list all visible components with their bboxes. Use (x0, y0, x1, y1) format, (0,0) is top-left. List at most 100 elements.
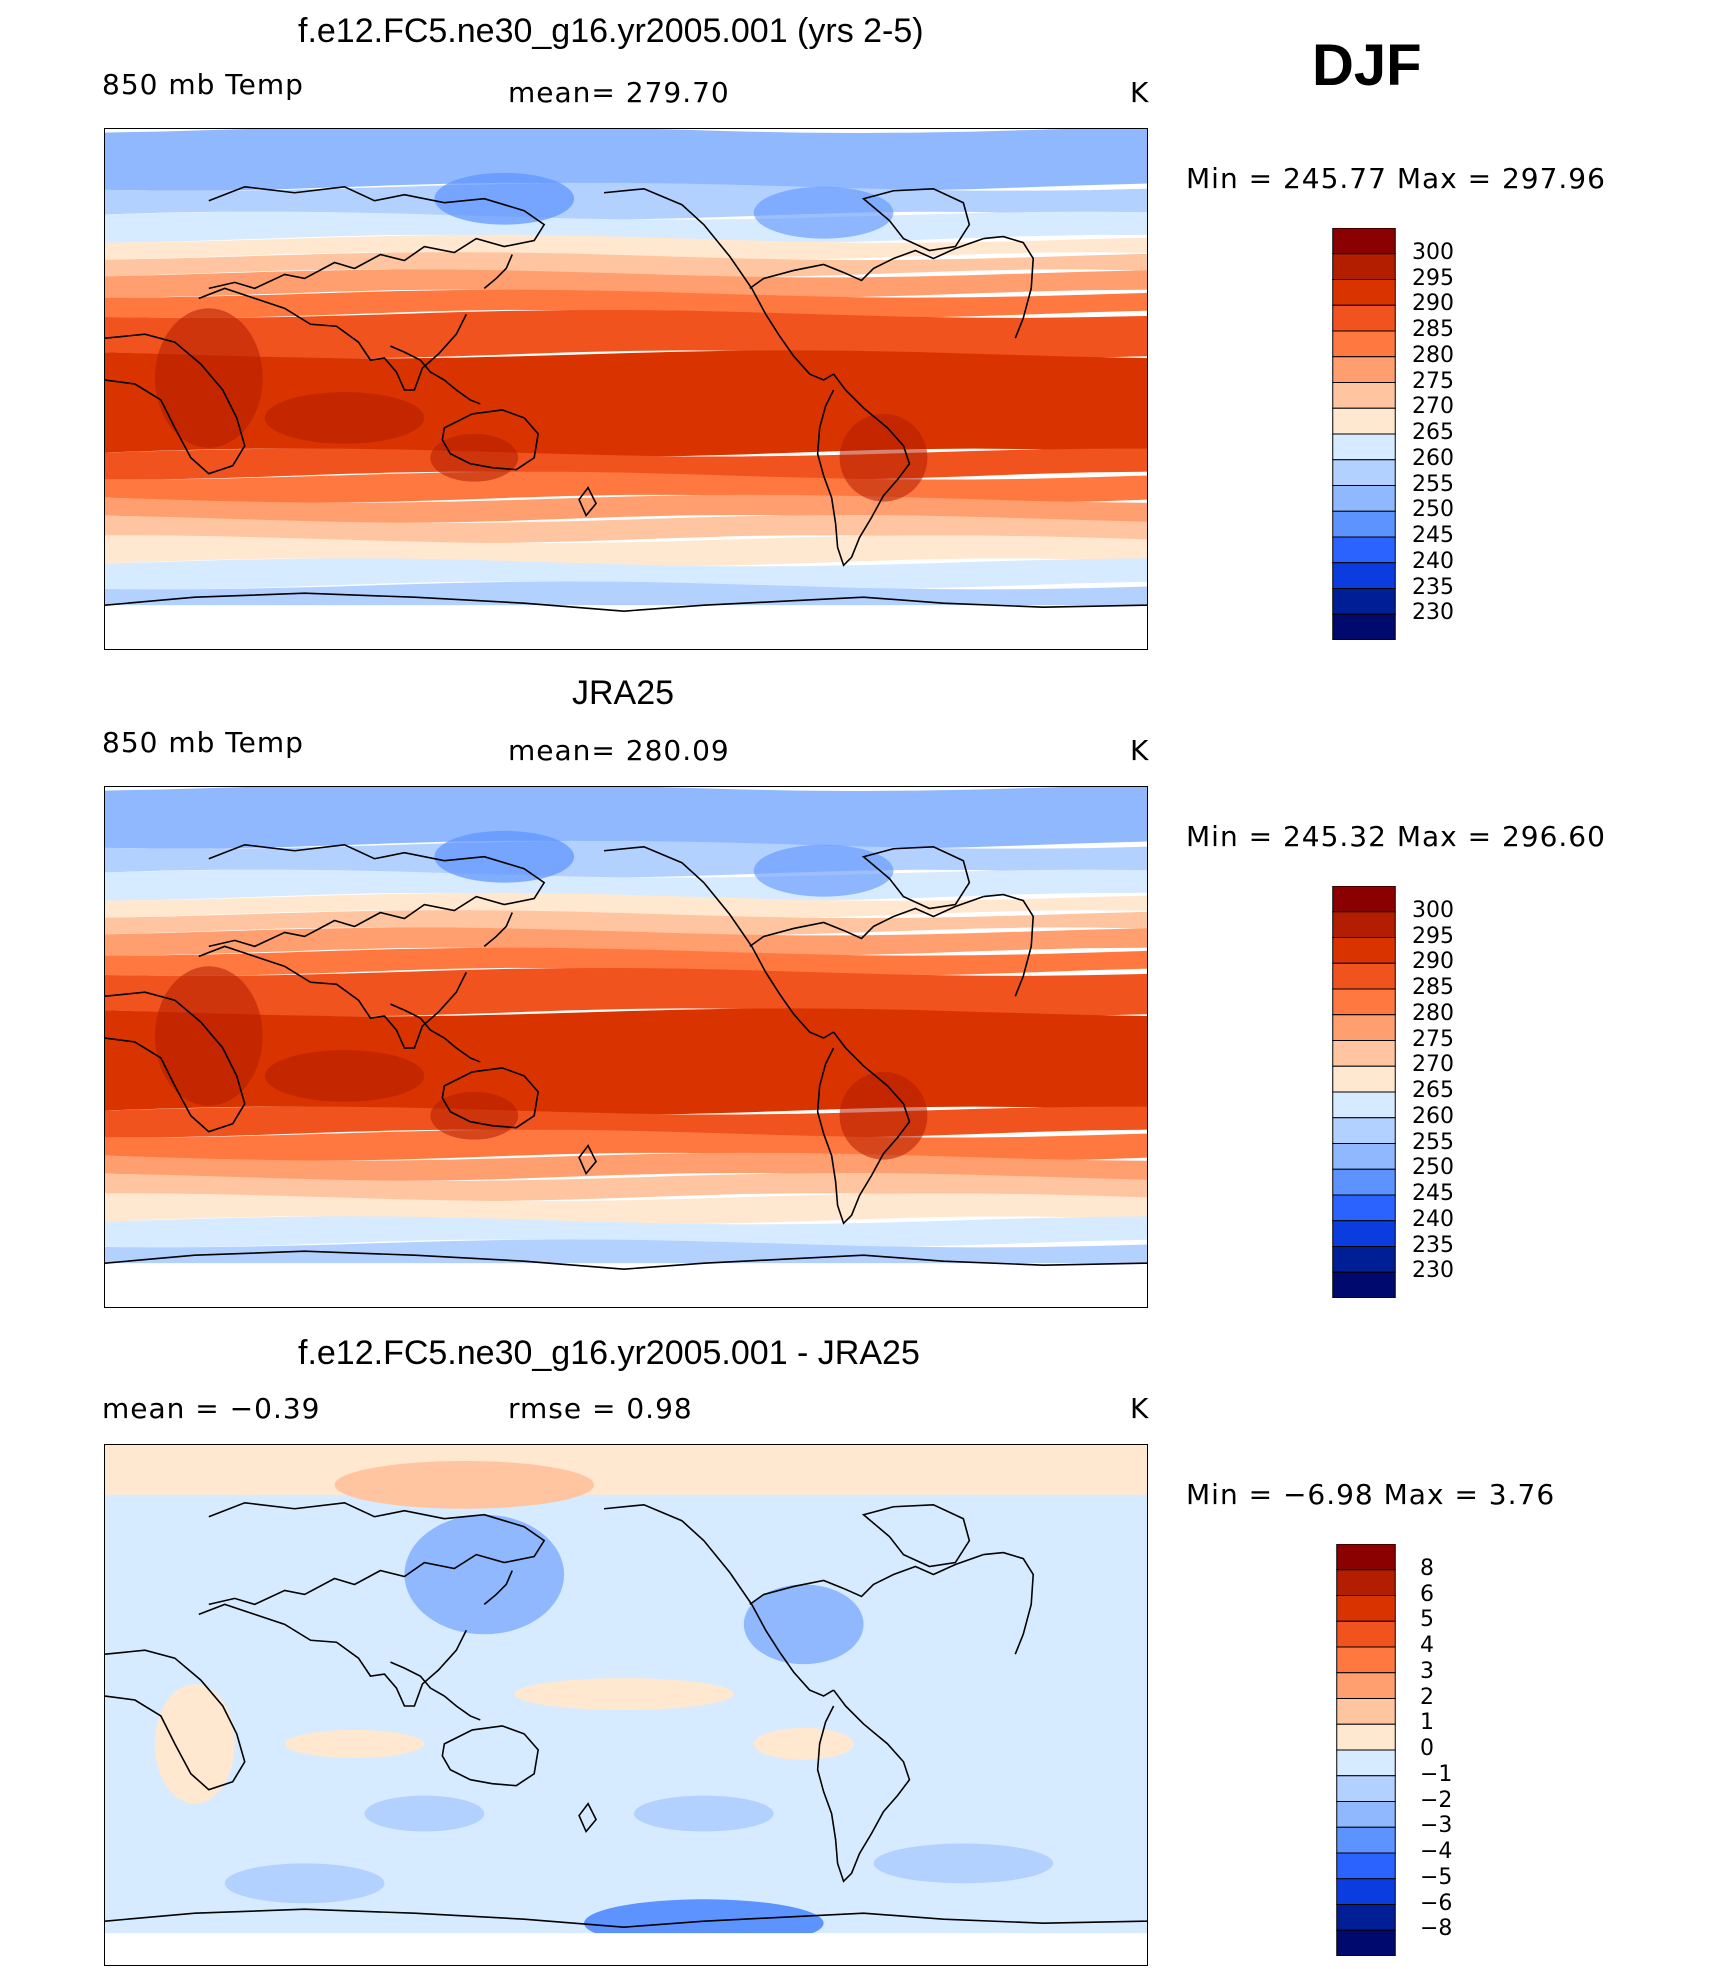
colorbar-label: 245 (1412, 1181, 1454, 1206)
panel-1-units-label: K (1130, 76, 1150, 109)
colorbar-label: 280 (1412, 1000, 1454, 1026)
colorbar-label: 2 (1420, 1684, 1434, 1710)
colorbar-label: 265 (1412, 420, 1454, 445)
panel-3-map (104, 1444, 1148, 1966)
colorbar-swatch (1332, 911, 1396, 938)
panel-1-map (104, 128, 1148, 650)
colorbar-swatch (1332, 1065, 1396, 1093)
panel-2-units-label: K (1130, 734, 1150, 767)
colorbar-swatch (1332, 988, 1396, 1016)
colorbar-label: −1 (1420, 1761, 1453, 1787)
colorbar-swatch (1336, 1852, 1396, 1880)
colorbar-swatch (1336, 1801, 1396, 1828)
colorbar-label: 240 (1412, 548, 1454, 574)
colorbar-label: 1 (1420, 1710, 1434, 1736)
panel-3-units-label: K (1130, 1392, 1150, 1425)
colorbar-label: −4 (1420, 1839, 1453, 1864)
colorbar-swatch (1336, 1620, 1396, 1648)
colorbar-label: 290 (1412, 291, 1454, 317)
colorbar-label: 235 (1412, 1232, 1454, 1258)
colorbar-swatch (1332, 1014, 1396, 1041)
colorbar-swatch (1332, 433, 1396, 461)
colorbar-swatch (1332, 304, 1396, 332)
colorbar-label: −6 (1420, 1890, 1453, 1916)
panel-2-variable-label: 850 mb Temp (102, 726, 304, 759)
colorbar-swatch (1332, 382, 1396, 409)
colorbar-label: 250 (1412, 1155, 1454, 1181)
colorbar-swatch (1336, 1904, 1396, 1931)
colorbar-label: −3 (1420, 1813, 1453, 1839)
colorbar-label: 260 (1412, 1103, 1454, 1129)
colorbar-label: −8 (1420, 1916, 1453, 1942)
panel-2-mean-label: mean= 280.09 (508, 734, 730, 767)
panel-1-title: f.e12.FC5.ne30_g16.yr2005.001 (yrs 2-5) (298, 12, 924, 50)
colorbar-label: 290 (1412, 949, 1454, 975)
colorbar-label: 270 (1412, 1052, 1454, 1078)
panel-1-colorbar (1332, 228, 1396, 640)
colorbar-swatch (1332, 330, 1396, 358)
colorbar-label: −5 (1420, 1864, 1453, 1890)
colorbar-label: 230 (1412, 1258, 1454, 1284)
panel-3-minmax: Min = −6.98 Max = 3.76 (1186, 1478, 1556, 1511)
panel-3-rmse-label: rmse = 0.98 (508, 1392, 693, 1425)
panel-2-title: JRA25 (572, 674, 675, 712)
colorbar-swatch (1332, 536, 1396, 564)
colorbar-label: 255 (1412, 471, 1454, 497)
panel-2-map (104, 786, 1148, 1308)
colorbar-swatch (1332, 588, 1396, 615)
colorbar-label: 300 (1412, 897, 1454, 923)
panel-2-minmax: Min = 245.32 Max = 296.60 (1186, 820, 1606, 853)
colorbar-label: 280 (1412, 342, 1454, 368)
panel-1-minmax: Min = 245.77 Max = 297.96 (1186, 162, 1606, 195)
season-label: DJF (1312, 33, 1422, 98)
colorbar-label: 285 (1412, 317, 1454, 342)
colorbar-label: 4 (1420, 1633, 1434, 1658)
panel-3-title: f.e12.FC5.ne30_g16.yr2005.001 - JRA25 (298, 1334, 920, 1372)
colorbar-label: 250 (1412, 497, 1454, 523)
colorbar-swatch (1336, 1544, 1396, 1571)
colorbar-swatch (1332, 562, 1396, 589)
colorbar-label: −2 (1420, 1787, 1453, 1813)
colorbar-label: 8 (1420, 1555, 1434, 1581)
colorbar-swatch (1332, 1220, 1396, 1247)
colorbar-swatch (1332, 613, 1396, 640)
colorbar-swatch (1336, 1878, 1396, 1905)
panel-2-colorbar (1332, 886, 1396, 1298)
colorbar-label: 285 (1412, 975, 1454, 1000)
colorbar-swatch (1332, 279, 1396, 306)
colorbar-swatch (1336, 1775, 1396, 1802)
colorbar-swatch (1332, 510, 1396, 538)
colorbar-swatch (1332, 1091, 1396, 1119)
panel-3-colorbar (1336, 1544, 1400, 1956)
colorbar-swatch (1332, 1117, 1396, 1144)
colorbar-swatch (1332, 253, 1396, 280)
colorbar-label: 6 (1420, 1581, 1434, 1607)
colorbar-label: 260 (1412, 445, 1454, 471)
panel-3-mean-label: mean = −0.39 (102, 1392, 321, 1425)
colorbar-label: 300 (1412, 239, 1454, 265)
colorbar-swatch (1336, 1723, 1396, 1751)
colorbar-label: 265 (1412, 1078, 1454, 1103)
colorbar-swatch (1332, 1168, 1396, 1196)
colorbar-swatch (1332, 937, 1396, 964)
colorbar-swatch (1332, 1143, 1396, 1170)
colorbar-swatch (1336, 1826, 1396, 1854)
colorbar-swatch (1336, 1569, 1396, 1596)
colorbar-label: 240 (1412, 1206, 1454, 1232)
colorbar-swatch (1336, 1698, 1396, 1725)
colorbar-label: 275 (1412, 1026, 1454, 1052)
colorbar-swatch (1332, 1040, 1396, 1067)
colorbar-swatch (1332, 459, 1396, 486)
colorbar-label: 295 (1412, 923, 1454, 949)
colorbar-label: 245 (1412, 523, 1454, 548)
colorbar-label: 0 (1420, 1736, 1434, 1761)
panel-1-variable-label: 850 mb Temp (102, 68, 304, 101)
colorbar-swatch (1332, 962, 1396, 990)
colorbar-swatch (1336, 1749, 1396, 1777)
colorbar-label: 235 (1412, 574, 1454, 600)
colorbar-swatch (1336, 1672, 1396, 1699)
colorbar-label: 255 (1412, 1129, 1454, 1155)
colorbar-label: 295 (1412, 265, 1454, 291)
colorbar-label: 270 (1412, 394, 1454, 420)
colorbar-swatch (1332, 356, 1396, 383)
